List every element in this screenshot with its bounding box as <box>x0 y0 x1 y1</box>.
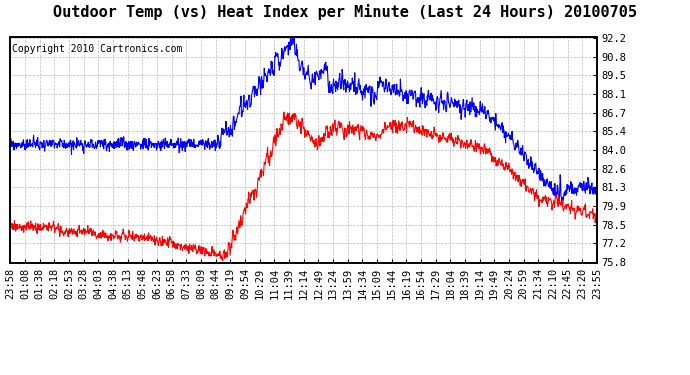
Text: Outdoor Temp (vs) Heat Index per Minute (Last 24 Hours) 20100705: Outdoor Temp (vs) Heat Index per Minute … <box>53 4 637 20</box>
Text: Copyright 2010 Cartronics.com: Copyright 2010 Cartronics.com <box>12 44 182 54</box>
